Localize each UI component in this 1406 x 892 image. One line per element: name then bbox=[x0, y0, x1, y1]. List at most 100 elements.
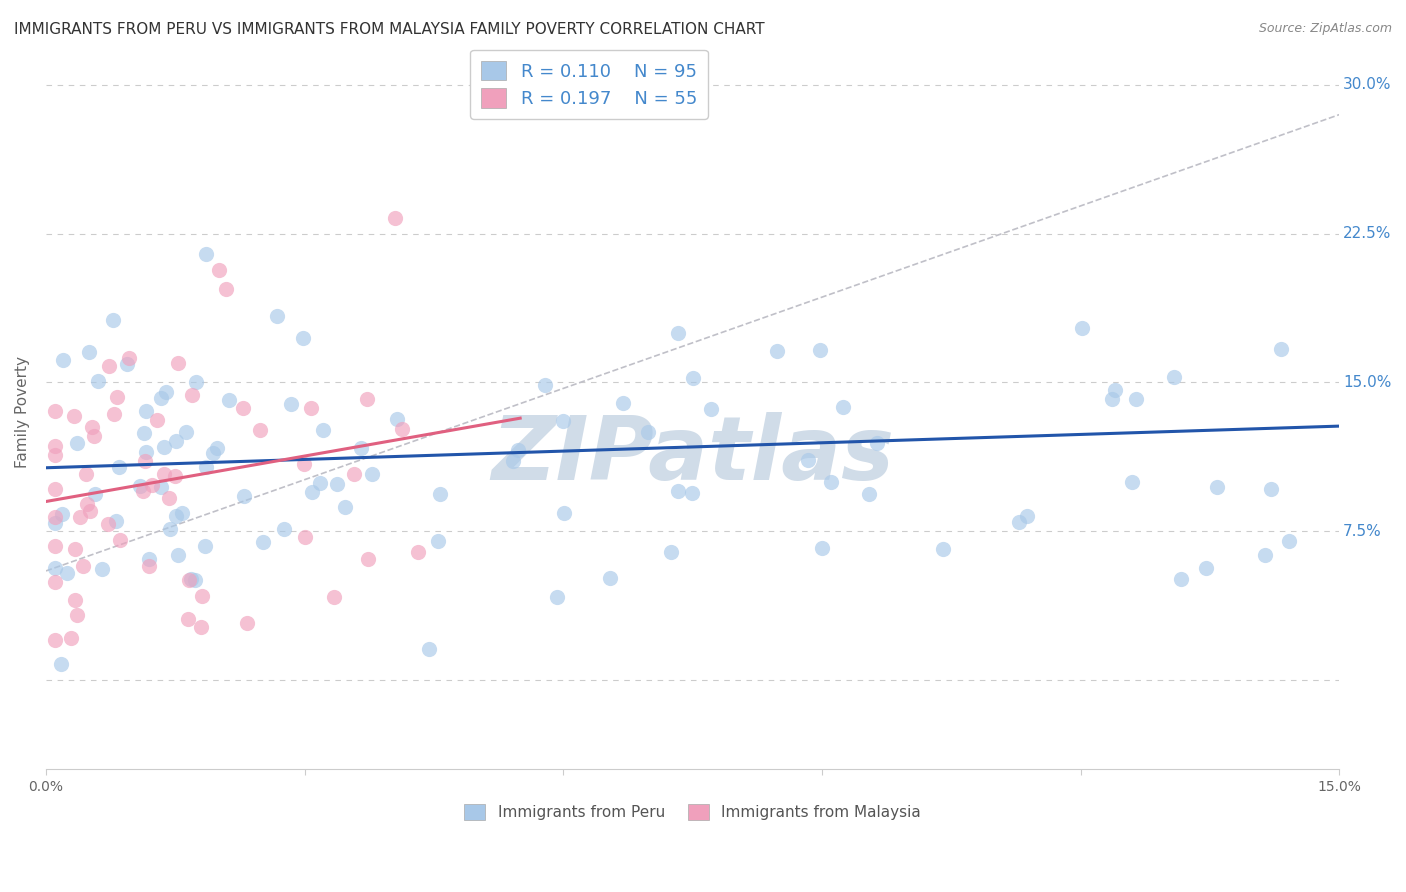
Point bbox=[103, 407, 125, 421]
Point bbox=[80, 419, 103, 434]
Point bbox=[138, 552, 160, 566]
Point bbox=[184, 573, 207, 587]
Text: ZIPatlas: ZIPatlas bbox=[491, 411, 894, 499]
Text: 30.0%: 30.0% bbox=[1343, 78, 1392, 93]
Point bbox=[44, 448, 66, 462]
Point bbox=[1104, 383, 1126, 397]
Point bbox=[195, 247, 218, 261]
Point bbox=[551, 414, 574, 428]
Point bbox=[44, 439, 66, 453]
Legend: Immigrants from Peru, Immigrants from Malaysia: Immigrants from Peru, Immigrants from Ma… bbox=[458, 797, 928, 826]
Point bbox=[103, 313, 125, 327]
Point bbox=[167, 548, 190, 562]
Text: 22.5%: 22.5% bbox=[1343, 227, 1392, 241]
Point bbox=[273, 522, 295, 536]
Point bbox=[326, 477, 349, 491]
Point bbox=[69, 510, 91, 524]
Point bbox=[301, 485, 323, 500]
Point bbox=[252, 535, 274, 549]
Point bbox=[811, 541, 834, 555]
Point bbox=[1125, 392, 1147, 406]
Text: IMMIGRANTS FROM PERU VS IMMIGRANTS FROM MALAYSIA FAMILY POVERTY CORRELATION CHAR: IMMIGRANTS FROM PERU VS IMMIGRANTS FROM … bbox=[14, 22, 765, 37]
Point bbox=[1260, 483, 1282, 497]
Point bbox=[361, 467, 384, 482]
Point bbox=[299, 401, 322, 415]
Point bbox=[1254, 549, 1277, 563]
Point bbox=[180, 572, 202, 586]
Point bbox=[153, 467, 176, 482]
Y-axis label: Family Poverty: Family Poverty bbox=[15, 356, 30, 468]
Point bbox=[44, 633, 66, 648]
Point bbox=[86, 374, 108, 388]
Point bbox=[77, 344, 100, 359]
Point bbox=[502, 453, 524, 467]
Point bbox=[97, 516, 120, 531]
Point bbox=[150, 480, 173, 494]
Point bbox=[1015, 508, 1038, 523]
Point bbox=[427, 533, 450, 548]
Point bbox=[44, 539, 66, 553]
Point bbox=[612, 395, 634, 409]
Point bbox=[44, 560, 66, 574]
Point bbox=[291, 330, 314, 344]
Point bbox=[63, 592, 86, 607]
Point bbox=[44, 483, 66, 497]
Point bbox=[681, 485, 703, 500]
Point bbox=[356, 392, 378, 407]
Point bbox=[323, 591, 346, 605]
Point bbox=[232, 489, 254, 503]
Point bbox=[308, 476, 330, 491]
Point bbox=[534, 377, 557, 392]
Text: Source: ZipAtlas.com: Source: ZipAtlas.com bbox=[1258, 22, 1392, 36]
Point bbox=[180, 388, 202, 402]
Point bbox=[236, 616, 259, 631]
Point bbox=[385, 412, 408, 426]
Point bbox=[98, 359, 121, 373]
Point bbox=[1101, 392, 1123, 407]
Point bbox=[357, 552, 380, 566]
Point bbox=[668, 483, 690, 498]
Point bbox=[51, 507, 73, 521]
Point bbox=[134, 454, 156, 468]
Point bbox=[666, 326, 689, 341]
Point bbox=[190, 590, 212, 604]
Point bbox=[350, 441, 373, 455]
Point bbox=[104, 514, 127, 528]
Point bbox=[1206, 480, 1229, 494]
Point bbox=[599, 571, 621, 585]
Point bbox=[105, 390, 128, 404]
Point bbox=[1163, 369, 1185, 384]
Point bbox=[155, 385, 177, 400]
Point bbox=[153, 441, 176, 455]
Point bbox=[194, 539, 217, 553]
Point bbox=[637, 425, 659, 440]
Point bbox=[115, 357, 138, 371]
Point bbox=[508, 443, 530, 458]
Point bbox=[79, 504, 101, 518]
Point bbox=[294, 458, 316, 472]
Text: 15.0%: 15.0% bbox=[1343, 375, 1392, 390]
Point bbox=[391, 422, 413, 436]
Point bbox=[207, 441, 229, 455]
Point bbox=[91, 562, 114, 576]
Point bbox=[808, 343, 831, 357]
Point bbox=[1278, 534, 1301, 549]
Point bbox=[820, 475, 842, 489]
Point bbox=[177, 612, 200, 626]
Point bbox=[63, 409, 86, 424]
Point bbox=[1070, 321, 1092, 335]
Point bbox=[866, 435, 889, 450]
Point bbox=[1195, 561, 1218, 575]
Point bbox=[858, 487, 880, 501]
Point bbox=[333, 500, 356, 514]
Point bbox=[699, 402, 721, 417]
Point bbox=[170, 506, 193, 520]
Point bbox=[553, 506, 575, 520]
Point bbox=[135, 404, 157, 418]
Point bbox=[201, 446, 224, 460]
Point bbox=[1170, 572, 1192, 586]
Point bbox=[75, 467, 97, 481]
Point bbox=[72, 558, 94, 573]
Point bbox=[659, 545, 682, 559]
Point bbox=[931, 541, 953, 556]
